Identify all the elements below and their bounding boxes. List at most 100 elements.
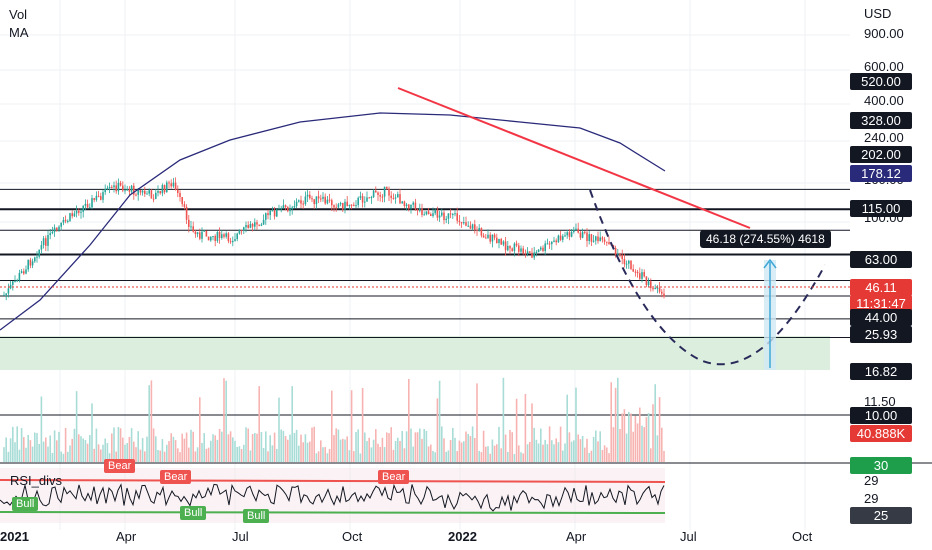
volume-bar (568, 432, 571, 462)
volume-bar (42, 441, 45, 462)
candle-body (317, 196, 320, 199)
last-price-tag: 46.11 (850, 279, 912, 296)
volume-bar (482, 430, 485, 462)
candle-body (326, 199, 329, 204)
candle-body (588, 234, 590, 241)
candle-body (526, 251, 529, 254)
volume-bar (306, 442, 309, 462)
volume-bar (229, 431, 232, 462)
volume-bar (315, 453, 318, 462)
price-tick-0: 900.00 (864, 26, 904, 41)
volume-bar (141, 438, 144, 462)
candle-body (47, 235, 49, 246)
volume-bar (599, 431, 601, 462)
candle-body (276, 209, 278, 217)
candle-body (570, 232, 573, 237)
volume-bar (375, 429, 377, 462)
candle-body (383, 186, 386, 197)
volume-bar (348, 450, 351, 462)
volume-bar (45, 437, 47, 462)
volume-bar (324, 447, 326, 462)
volume-bar (557, 442, 560, 462)
volume-bar (214, 435, 216, 462)
volume-bar (410, 428, 412, 462)
candle-body (335, 207, 337, 209)
volume-bar (18, 449, 21, 462)
candle-body (493, 234, 496, 238)
candle-body (557, 235, 560, 243)
candle-body (621, 254, 623, 260)
candle-body (364, 201, 366, 203)
volume-bar (553, 444, 555, 462)
candle-body (203, 230, 205, 232)
volume-bar (300, 434, 302, 462)
volume-bar (207, 447, 210, 462)
candle-body (388, 188, 390, 196)
volume-bar (537, 443, 540, 462)
measure-arrow-head (763, 258, 777, 269)
volume-bar (298, 445, 300, 462)
candle-body (271, 210, 274, 212)
candle-body (628, 260, 630, 264)
volume-bar (531, 403, 533, 462)
volume-bar (575, 387, 577, 462)
volume-bar (34, 432, 36, 462)
candle-body (381, 196, 384, 198)
volume-bar (260, 431, 263, 462)
volume-bar (511, 432, 513, 462)
candle-body (304, 196, 307, 205)
volume-bar (216, 439, 219, 462)
candle-body (425, 211, 428, 215)
volume-bar (133, 441, 135, 462)
candle-body (634, 271, 637, 273)
volume-bar (188, 447, 190, 462)
volume-bar (463, 441, 465, 462)
candle-body (520, 248, 522, 252)
candle-body (562, 236, 564, 240)
volume-bar (650, 448, 652, 462)
candle-body (555, 240, 557, 243)
volume-bar (405, 431, 408, 462)
candle-body (9, 284, 12, 289)
candle-body (432, 213, 434, 217)
candle-body (346, 201, 348, 207)
candle-body (465, 222, 467, 226)
volume-bar (608, 453, 610, 462)
volume-bar (487, 446, 489, 462)
volume-bar (496, 444, 498, 462)
candle-body (124, 190, 126, 192)
volume-bar (328, 449, 331, 462)
volume-bar (584, 447, 586, 462)
candle-body (474, 224, 476, 230)
bear-signal-3: Bear (378, 470, 410, 484)
candle-body (265, 213, 267, 220)
volume-bar (370, 447, 373, 462)
candle-body (49, 233, 51, 236)
candle-body (236, 233, 238, 240)
candle-body (177, 189, 179, 193)
rsi-upper-band (0, 479, 666, 483)
candle-body (20, 271, 23, 274)
candle-body (331, 200, 333, 206)
volume-bar (53, 430, 56, 462)
candle-body (302, 203, 304, 205)
candle-body (414, 202, 417, 210)
volume-bar (295, 429, 298, 462)
volume-bar (291, 386, 293, 462)
candle-body (260, 224, 263, 226)
price-axis: 900.00600.00400.00240.00160.00100.0011.5… (864, 26, 904, 409)
volume-bar (183, 438, 186, 462)
volume-bar (500, 448, 502, 462)
volume-bar (632, 431, 634, 462)
candle-body (553, 240, 555, 242)
candle-body (559, 235, 562, 240)
volume-bar (212, 434, 214, 462)
volume-bar (564, 443, 566, 462)
candle-body (548, 243, 551, 245)
volume-bar (126, 443, 128, 462)
volume-bar (467, 433, 469, 462)
candle-body (130, 185, 133, 192)
trendline[interactable] (397, 87, 751, 229)
volume-bar (56, 440, 58, 462)
volume-bar (29, 440, 32, 462)
